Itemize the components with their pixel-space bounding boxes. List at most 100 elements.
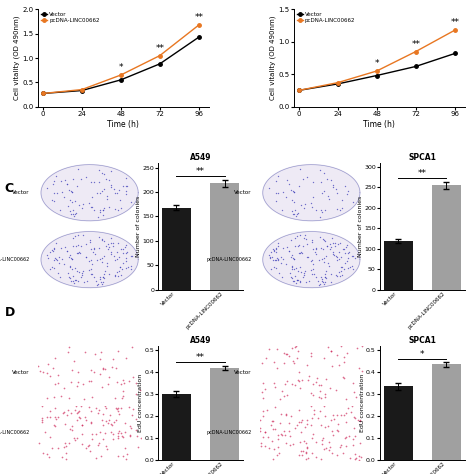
Point bbox=[115, 407, 122, 414]
Point bbox=[309, 449, 316, 457]
Point bbox=[126, 432, 134, 439]
Point bbox=[101, 365, 109, 373]
Y-axis label: Number of colonies: Number of colonies bbox=[358, 196, 363, 257]
Point bbox=[65, 343, 73, 351]
Point bbox=[59, 409, 66, 417]
Point bbox=[51, 413, 59, 421]
Point bbox=[321, 393, 329, 401]
Point bbox=[88, 393, 96, 401]
Point bbox=[333, 351, 340, 359]
Point bbox=[118, 381, 125, 388]
Point bbox=[76, 414, 84, 422]
Point bbox=[106, 411, 114, 419]
pcDNA-LINC00662 bbox=[413, 49, 419, 55]
Point bbox=[46, 373, 54, 380]
Point bbox=[351, 388, 358, 396]
Point bbox=[350, 424, 357, 432]
Point bbox=[271, 425, 279, 433]
Point bbox=[87, 419, 95, 427]
Text: **: ** bbox=[155, 44, 164, 53]
Vector bbox=[40, 91, 46, 96]
Point bbox=[260, 408, 267, 415]
Point bbox=[359, 367, 366, 375]
X-axis label: Time (h): Time (h) bbox=[363, 119, 395, 128]
Point bbox=[321, 390, 328, 398]
Title: SPCA1: SPCA1 bbox=[408, 153, 436, 162]
Point bbox=[285, 419, 293, 427]
Point bbox=[102, 405, 109, 412]
Point bbox=[73, 402, 80, 410]
Point bbox=[342, 434, 350, 441]
Point bbox=[286, 432, 293, 439]
Point bbox=[129, 374, 137, 381]
Point bbox=[41, 428, 49, 436]
Point bbox=[132, 427, 139, 434]
Point bbox=[67, 409, 74, 417]
Point bbox=[292, 343, 299, 350]
Point bbox=[349, 435, 357, 443]
Point bbox=[298, 452, 306, 459]
Point bbox=[109, 435, 117, 443]
Point bbox=[273, 364, 280, 372]
Point bbox=[132, 416, 140, 423]
Bar bbox=[432, 185, 461, 290]
Point bbox=[274, 444, 282, 451]
Point bbox=[96, 371, 104, 378]
Point bbox=[304, 376, 311, 384]
Point bbox=[68, 422, 76, 430]
Point bbox=[54, 413, 62, 420]
Point bbox=[346, 454, 354, 462]
Point bbox=[134, 432, 141, 440]
Point bbox=[94, 441, 102, 449]
Point bbox=[111, 394, 119, 402]
Point bbox=[119, 376, 127, 384]
Point bbox=[62, 442, 70, 449]
Point bbox=[271, 403, 278, 410]
Bar bbox=[384, 241, 413, 290]
Line: pcDNA-LINC00662: pcDNA-LINC00662 bbox=[297, 28, 456, 92]
Point bbox=[302, 456, 310, 463]
Point bbox=[340, 411, 347, 419]
Point bbox=[341, 434, 348, 442]
Point bbox=[298, 447, 305, 455]
Point bbox=[64, 411, 71, 419]
Point bbox=[55, 371, 62, 379]
Point bbox=[128, 411, 136, 419]
Point bbox=[84, 442, 91, 450]
Text: pcDNA-LINC00662: pcDNA-LINC00662 bbox=[0, 257, 30, 262]
Point bbox=[324, 343, 332, 350]
Point bbox=[307, 350, 314, 357]
Point bbox=[110, 419, 118, 426]
Point bbox=[79, 380, 87, 387]
Y-axis label: Cell vitality (OD 490nm): Cell vitality (OD 490nm) bbox=[269, 16, 276, 100]
Point bbox=[283, 350, 291, 358]
Point bbox=[295, 407, 303, 414]
Point bbox=[126, 431, 134, 438]
Point bbox=[85, 441, 92, 448]
pcDNA-LINC00662 bbox=[40, 91, 46, 96]
Point bbox=[283, 350, 290, 358]
Point bbox=[318, 382, 325, 389]
Point bbox=[133, 379, 140, 387]
Text: **: ** bbox=[411, 40, 420, 49]
Point bbox=[289, 344, 296, 352]
Point bbox=[283, 377, 291, 385]
Point bbox=[351, 450, 359, 458]
Point bbox=[50, 393, 57, 401]
Point bbox=[74, 409, 82, 416]
Point bbox=[309, 434, 316, 441]
Point bbox=[82, 348, 89, 356]
Point bbox=[355, 456, 363, 464]
Point bbox=[75, 368, 82, 376]
Text: Vector: Vector bbox=[234, 190, 251, 195]
Point bbox=[320, 355, 328, 362]
Point bbox=[119, 452, 127, 460]
Point bbox=[339, 449, 347, 457]
Point bbox=[356, 417, 363, 425]
Point bbox=[356, 416, 364, 424]
Point bbox=[38, 419, 46, 426]
Point bbox=[278, 431, 286, 438]
pcDNA-LINC00662 bbox=[374, 68, 380, 74]
Point bbox=[51, 380, 59, 388]
Point bbox=[75, 413, 82, 421]
